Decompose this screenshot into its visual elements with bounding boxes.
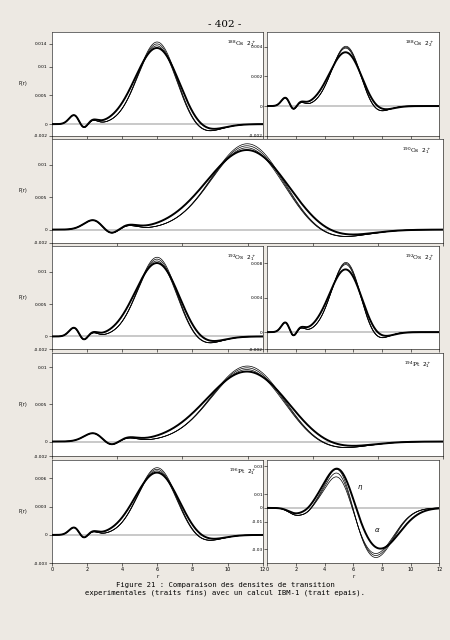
Text: $^{192}$Os  $2^+_2$: $^{192}$Os $2^+_2$ (405, 252, 434, 263)
Text: $^{190}$Os  $2^+_1$: $^{190}$Os $2^+_1$ (402, 145, 432, 156)
Text: $^{192}$Os  $2^+_1$: $^{192}$Os $2^+_1$ (227, 252, 256, 263)
Text: $^{196}$Pt  $2^+_1$: $^{196}$Pt $2^+_1$ (229, 466, 256, 477)
Y-axis label: P(r): P(r) (18, 188, 27, 193)
X-axis label: r: r (352, 573, 355, 579)
Text: $^{188}$Os  $2^+_2$: $^{188}$Os $2^+_2$ (405, 38, 434, 49)
Text: $^{194}$Pt  $2^+_1$: $^{194}$Pt $2^+_1$ (404, 359, 432, 370)
Text: $^{188}$Os  $2^+_1$: $^{188}$Os $2^+_1$ (227, 38, 256, 49)
Text: $\alpha$: $\alpha$ (374, 526, 380, 534)
X-axis label: r: r (156, 573, 158, 579)
Text: Figure 21 : Comparaison des densites de transition
experimentales (traits fins) : Figure 21 : Comparaison des densites de … (85, 582, 365, 596)
Y-axis label: P(r): P(r) (18, 402, 27, 407)
Y-axis label: P(r): P(r) (18, 295, 27, 300)
Text: - 402 -: - 402 - (208, 20, 242, 29)
Y-axis label: P(r): P(r) (18, 81, 27, 86)
Y-axis label: P(r): P(r) (18, 509, 27, 514)
Text: $\eta$: $\eta$ (357, 483, 363, 492)
